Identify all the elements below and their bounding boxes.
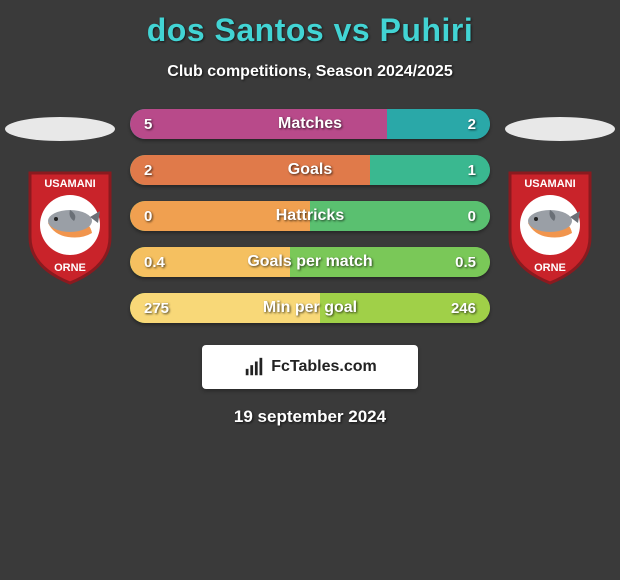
club-crest-left: USAMANI ORNE: [20, 167, 120, 285]
stat-row: 0.4 0.5 Goals per match: [130, 247, 490, 277]
stat-fill-right: [370, 155, 490, 185]
stat-fill-left: [130, 201, 310, 231]
stat-fill-right: [387, 109, 490, 139]
stat-row: 275 246 Min per goal: [130, 293, 490, 323]
player-photo-right: [505, 117, 615, 141]
stat-fill-left: [130, 293, 320, 323]
brand-box[interactable]: FcTables.com: [202, 345, 418, 389]
stats-bars: 5 2 Matches 2 1 Goals 0 0 Hattricks 0.4 …: [130, 109, 490, 339]
brand-text: FcTables.com: [271, 358, 377, 376]
stat-fill-left: [130, 109, 387, 139]
date-text: 19 september 2024: [0, 407, 620, 427]
stat-fill-right: [310, 201, 490, 231]
svg-text:USAMANI: USAMANI: [44, 178, 95, 190]
page-title: dos Santos vs Puhiri: [0, 0, 620, 49]
svg-text:USAMANI: USAMANI: [524, 178, 575, 190]
svg-text:ORNE: ORNE: [534, 262, 566, 274]
stat-row: 0 0 Hattricks: [130, 201, 490, 231]
club-crest-right: USAMANI ORNE: [500, 167, 600, 285]
stat-row: 5 2 Matches: [130, 109, 490, 139]
stat-fill-right: [290, 247, 490, 277]
stat-fill-left: [130, 247, 290, 277]
stat-row: 2 1 Goals: [130, 155, 490, 185]
player-photo-left: [5, 117, 115, 141]
stat-fill-left: [130, 155, 370, 185]
subtitle: Club competitions, Season 2024/2025: [0, 63, 620, 81]
svg-text:ORNE: ORNE: [54, 262, 86, 274]
brand-chart-icon: [243, 356, 265, 378]
stat-fill-right: [320, 293, 490, 323]
